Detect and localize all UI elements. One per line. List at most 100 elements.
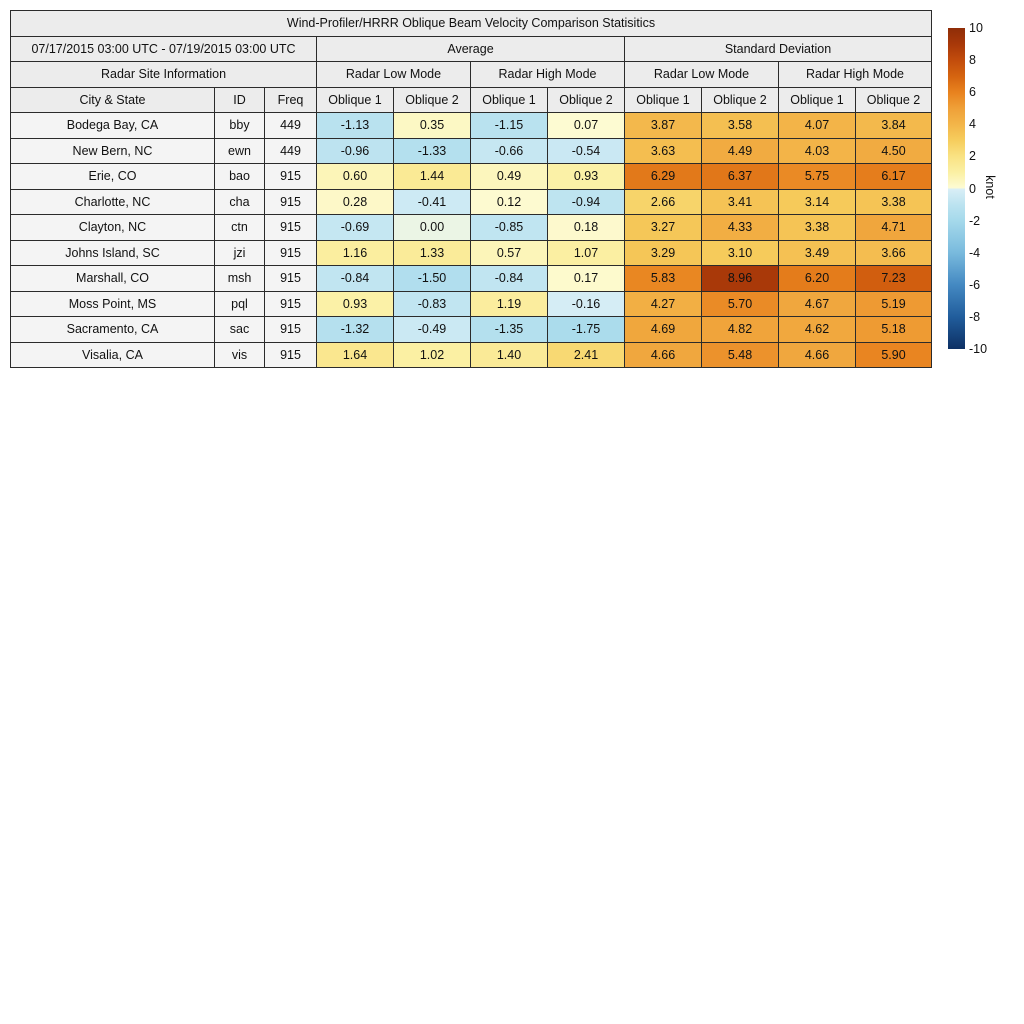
group-header-row: 07/17/2015 03:00 UTC - 07/19/2015 03:00 …	[10, 35, 932, 62]
table-row: Johns Island, SC jzi 915 1.16 1.33 0.57 1.07 3.…	[10, 239, 932, 266]
value-cell: -1.35	[470, 316, 548, 343]
value-cell: 0.18	[547, 214, 625, 241]
date-range: 07/17/2015 03:00 UTC - 07/19/2015 03:00 …	[10, 35, 317, 62]
colorbar-tick-label: 6	[969, 85, 976, 100]
column-header-oblique: Oblique 2	[393, 86, 471, 113]
colorbar-gradient	[948, 28, 965, 349]
figure-title: Wind-Profiler/HRRR Oblique Beam Velocity…	[10, 10, 932, 37]
value-cell: 5.19	[855, 290, 932, 317]
value-cell: 5.83	[624, 265, 702, 292]
freq-cell: 915	[264, 290, 317, 317]
value-cell: 1.64	[316, 341, 394, 368]
value-cell: 3.38	[855, 188, 932, 215]
value-cell: -0.66	[470, 137, 548, 164]
colorbar-tick-label: 8	[969, 53, 976, 68]
value-cell: 4.07	[778, 112, 856, 139]
colorbar-tick-label: -10	[969, 342, 988, 356]
value-cell: 3.41	[701, 188, 779, 215]
value-cell: 3.27	[624, 214, 702, 241]
value-cell: 0.93	[316, 290, 394, 317]
value-cell: -0.85	[470, 214, 548, 241]
value-cell: 4.33	[701, 214, 779, 241]
value-cell: 1.19	[470, 290, 548, 317]
column-header-oblique: Oblique 2	[855, 86, 932, 113]
value-cell: 3.14	[778, 188, 856, 215]
id-cell: bby	[214, 112, 265, 139]
value-cell: 3.63	[624, 137, 702, 164]
column-header-freq: Freq	[264, 86, 317, 113]
id-cell: ewn	[214, 137, 265, 164]
value-cell: 4.62	[778, 316, 856, 343]
freq-cell: 915	[264, 265, 317, 292]
freq-cell: 915	[264, 316, 317, 343]
id-cell: bao	[214, 163, 265, 190]
value-cell: 5.75	[778, 163, 856, 190]
freq-cell: 449	[264, 112, 317, 139]
value-cell: -1.50	[393, 265, 471, 292]
value-cell: 0.00	[393, 214, 471, 241]
freq-cell: 915	[264, 163, 317, 190]
id-cell: cha	[214, 188, 265, 215]
value-cell: -0.96	[316, 137, 394, 164]
value-cell: -0.83	[393, 290, 471, 317]
value-cell: -1.33	[393, 137, 471, 164]
city-cell: Sacramento, CA	[10, 316, 215, 343]
value-cell: 4.03	[778, 137, 856, 164]
value-cell: 4.69	[624, 316, 702, 343]
colorbar-tick-label: -8	[969, 309, 981, 324]
value-cell: 3.58	[701, 112, 779, 139]
mode-header-avg-high: Radar High Mode	[470, 61, 625, 88]
value-cell: 0.49	[470, 163, 548, 190]
table-row: Clayton, NC ctn 915 -0.69 0.00 -0.85 0.18 3.27 4…	[10, 214, 932, 241]
value-cell: 4.50	[855, 137, 932, 164]
city-cell: New Bern, NC	[10, 137, 215, 164]
value-cell: -1.75	[547, 316, 625, 343]
value-cell: 3.10	[701, 239, 779, 266]
table-row: Marshall, CO msh 915 -0.84 -1.50 -0.84 0.17 5.8…	[10, 265, 932, 292]
title-row: Wind-Profiler/HRRR Oblique Beam Velocity…	[10, 10, 932, 37]
group-header-average: Average	[316, 35, 625, 62]
value-cell: -0.54	[547, 137, 625, 164]
value-cell: 0.12	[470, 188, 548, 215]
city-cell: Bodega Bay, CA	[10, 112, 215, 139]
value-cell: 3.38	[778, 214, 856, 241]
colorbar-tick-label: 2	[969, 149, 976, 164]
value-cell: 7.23	[855, 265, 932, 292]
colorbar-tick-label: 4	[969, 117, 976, 132]
freq-cell: 915	[264, 239, 317, 266]
table-row: Charlotte, NC cha 915 0.28 -0.41 0.12 -0.94 2.6…	[10, 188, 932, 215]
column-header-oblique: Oblique 1	[316, 86, 394, 113]
id-cell: ctn	[214, 214, 265, 241]
value-cell: 6.29	[624, 163, 702, 190]
city-cell: Charlotte, NC	[10, 188, 215, 215]
value-cell: -1.32	[316, 316, 394, 343]
value-cell: 1.07	[547, 239, 625, 266]
column-header-oblique: Oblique 1	[624, 86, 702, 113]
freq-cell: 449	[264, 137, 317, 164]
mode-header-row: Radar Site Information Radar Low Mode Ra…	[10, 61, 932, 88]
value-cell: 2.66	[624, 188, 702, 215]
value-cell: 6.17	[855, 163, 932, 190]
freq-cell: 915	[264, 214, 317, 241]
value-cell: 3.87	[624, 112, 702, 139]
id-cell: jzi	[214, 239, 265, 266]
column-header-oblique: Oblique 1	[778, 86, 856, 113]
value-cell: -0.84	[470, 265, 548, 292]
value-cell: -0.84	[316, 265, 394, 292]
value-cell: -0.69	[316, 214, 394, 241]
column-header-oblique: Oblique 2	[701, 86, 779, 113]
value-cell: 6.37	[701, 163, 779, 190]
value-cell: 1.40	[470, 341, 548, 368]
value-cell: 8.96	[701, 265, 779, 292]
colorbar-tick-label: -6	[969, 277, 981, 292]
value-cell: 4.49	[701, 137, 779, 164]
value-cell: 1.33	[393, 239, 471, 266]
value-cell: -0.49	[393, 316, 471, 343]
value-cell: 4.66	[778, 341, 856, 368]
value-cell: 3.84	[855, 112, 932, 139]
table-row: Visalia, CA vis 915 1.64 1.02 1.40 2.41 4.66 5.4…	[10, 341, 932, 368]
mode-header-std-low: Radar Low Mode	[624, 61, 779, 88]
column-header-oblique: Oblique 2	[547, 86, 625, 113]
value-cell: 5.70	[701, 290, 779, 317]
table-row: Erie, CO bao 915 0.60 1.44 0.49 0.93 6.29 6.37 5.…	[10, 163, 932, 190]
